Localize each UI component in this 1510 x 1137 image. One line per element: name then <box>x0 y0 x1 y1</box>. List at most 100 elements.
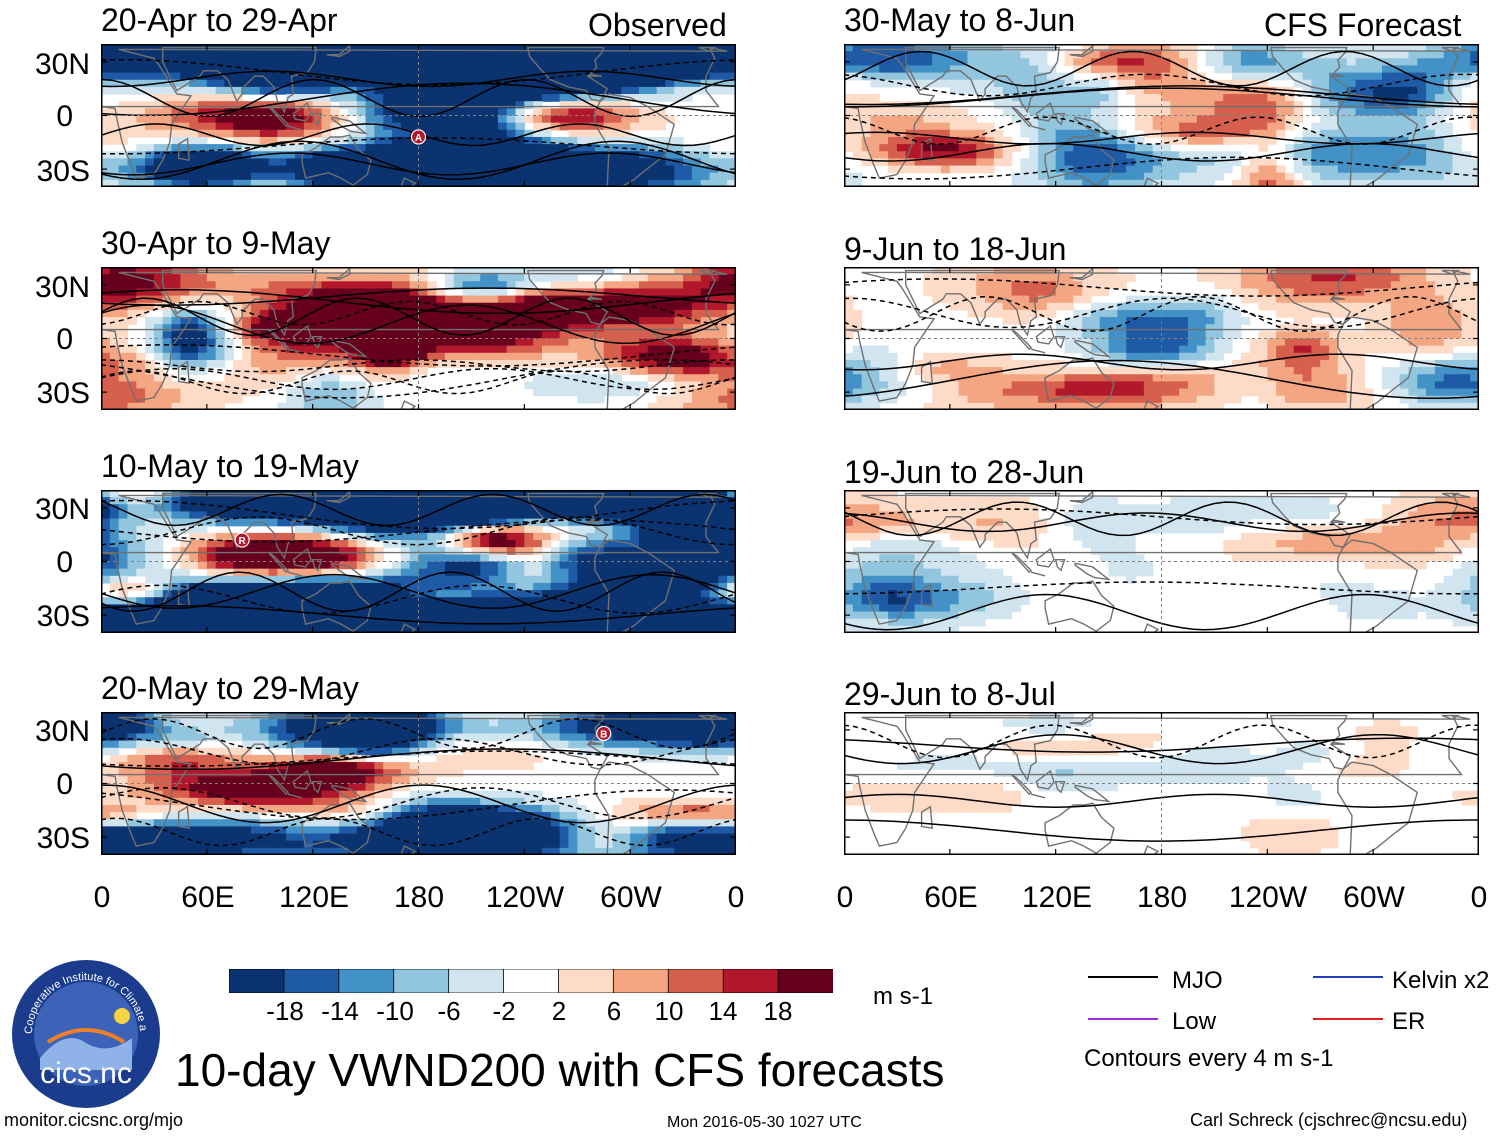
shading-cell <box>480 790 490 799</box>
shading-cell <box>383 618 393 627</box>
shading-cell <box>198 733 208 742</box>
shading-cell <box>700 381 711 390</box>
shading-cell <box>198 395 208 404</box>
shading-cell <box>347 281 358 290</box>
shading-cell <box>665 345 675 354</box>
shading-cell <box>383 590 393 598</box>
shading-cell <box>286 317 296 325</box>
shading-cell <box>286 504 296 513</box>
shading-cell <box>471 122 481 131</box>
shading-cell <box>621 611 631 620</box>
shading-cell <box>471 561 481 570</box>
shading-cell <box>453 281 464 290</box>
shading-cell <box>700 733 711 742</box>
shading-cell <box>259 65 270 74</box>
shading-cell <box>127 719 137 727</box>
shading-cell <box>462 65 473 74</box>
shading-cell <box>153 65 164 74</box>
shading-cell <box>109 568 120 577</box>
shading-cell <box>392 604 402 613</box>
shading-cell <box>109 267 120 275</box>
shading-cell <box>568 158 578 167</box>
shading-cell <box>462 590 473 598</box>
shading-cell <box>524 547 534 555</box>
shading-cell <box>559 554 570 563</box>
shading-cell <box>392 267 402 275</box>
shading-cell <box>101 267 111 275</box>
shading-cell <box>109 179 120 187</box>
shading-cell <box>277 172 287 181</box>
shading-cell <box>559 101 570 109</box>
shading-cell <box>303 590 314 598</box>
shading-cell <box>630 504 640 513</box>
shading-cell <box>224 582 234 591</box>
shading-cell <box>603 747 614 756</box>
shading-cell <box>674 381 684 390</box>
shading-cell <box>674 281 684 290</box>
shading-cell <box>171 504 181 513</box>
shading-cell <box>383 490 393 498</box>
shading-cell <box>145 597 155 605</box>
xtick-60w: 60W <box>600 881 662 914</box>
shading-cell <box>709 302 719 311</box>
shading-cell <box>621 597 631 605</box>
shading-cell <box>153 395 164 404</box>
shading-cell <box>444 511 455 520</box>
shading-cell <box>621 309 631 318</box>
shading-cell <box>233 762 243 770</box>
shading-cell <box>674 94 684 102</box>
shading-cell <box>268 597 278 605</box>
shading-cell <box>683 324 693 332</box>
shading-cell <box>674 554 684 563</box>
shading-cell <box>453 309 464 318</box>
shading-cell <box>215 388 226 397</box>
shading-cell <box>718 618 728 627</box>
shading-cell <box>198 497 208 505</box>
shading-cell <box>295 302 305 311</box>
shading-cell <box>330 797 340 806</box>
shading-cell <box>471 726 481 735</box>
shading-cell <box>497 790 508 799</box>
shading-cell <box>145 331 155 340</box>
shading-cell <box>365 302 375 311</box>
shading-cell <box>524 625 534 633</box>
shading-cell <box>436 352 446 361</box>
shading-cell <box>683 561 693 570</box>
shading-cell <box>550 151 561 159</box>
shading-cell <box>109 115 120 124</box>
shading-cell <box>497 762 508 770</box>
shading-cell <box>568 274 578 282</box>
shading-cell <box>709 288 719 297</box>
shading-cell <box>339 302 349 311</box>
shading-cell <box>118 129 129 138</box>
shading-cell <box>303 395 314 404</box>
shading-cell <box>242 582 252 591</box>
shading-cell <box>594 504 605 513</box>
shading-cell <box>594 554 605 563</box>
shading-cell <box>145 302 155 311</box>
shading-cell <box>153 819 164 827</box>
shading-cell <box>656 525 667 534</box>
shading-cell <box>586 158 596 167</box>
mjo-contour <box>101 82 736 117</box>
shading-cell <box>268 165 278 174</box>
shading-cell <box>630 597 640 605</box>
shading-cell <box>198 288 208 297</box>
shading-cell <box>392 144 402 152</box>
shading-cell <box>250 618 261 627</box>
shading-cell <box>277 726 287 735</box>
shading-cell <box>497 352 508 361</box>
shading-cell <box>718 554 728 563</box>
map-panel-obs-4: B <box>101 712 736 855</box>
coastline <box>594 93 676 187</box>
shading-cell <box>127 44 137 52</box>
shading-cell <box>691 158 702 167</box>
shading-cell <box>577 136 587 145</box>
shading-cell <box>206 547 217 555</box>
shading-cell <box>347 604 358 613</box>
shading-cell <box>339 582 349 591</box>
shading-cell <box>392 72 402 81</box>
shading-cell <box>674 317 684 325</box>
shading-cell <box>524 726 534 735</box>
shading-cell <box>392 590 402 598</box>
